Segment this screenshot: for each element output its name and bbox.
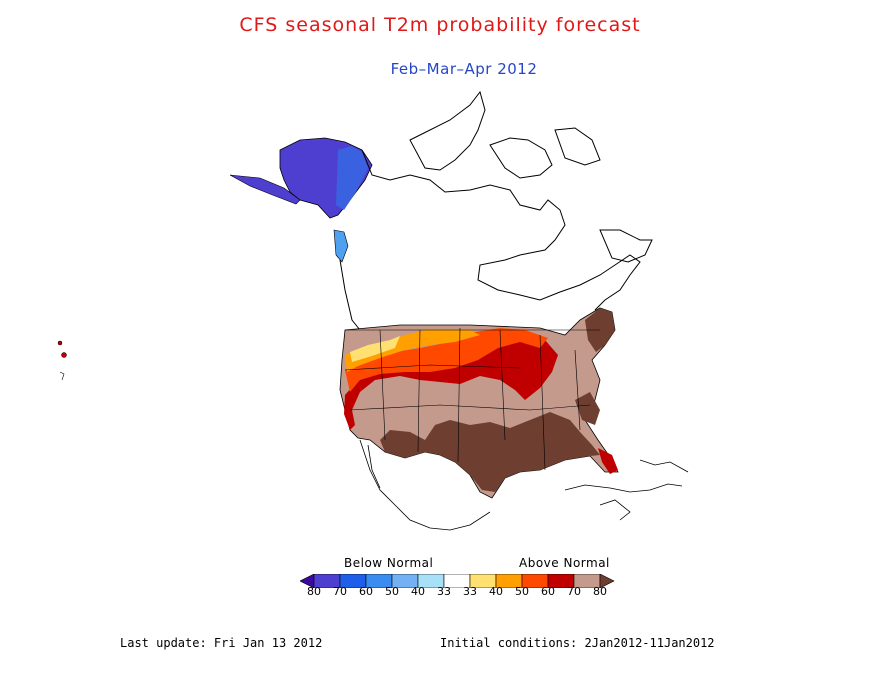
below-normal-label: Below Normal <box>344 556 434 570</box>
alaska-region <box>229 137 373 263</box>
legend-tick-label: 33 <box>463 585 477 598</box>
legend-tick-label: 80 <box>593 585 607 598</box>
legend-tick-label: 50 <box>385 585 399 598</box>
color-legend <box>300 574 615 588</box>
legend-tick-label: 40 <box>489 585 503 598</box>
legend-tick-label: 33 <box>437 585 451 598</box>
state-borders <box>344 327 600 471</box>
legend-tick-label: 70 <box>333 585 347 598</box>
legend-arrow-right <box>599 574 615 588</box>
legend-tick-label: 80 <box>307 585 321 598</box>
legend-tick-label: 50 <box>515 585 529 598</box>
hawaii-islands <box>57 340 67 381</box>
legend-tick-label: 60 <box>541 585 555 598</box>
forecast-period: Feb–Mar–Apr 2012 <box>390 60 538 78</box>
legend-tick-label: 70 <box>567 585 581 598</box>
legend-tick-label: 40 <box>411 585 425 598</box>
last-update: Last update: Fri Jan 13 2012 <box>120 636 323 650</box>
legend-tick-label: 60 <box>359 585 373 598</box>
canada-outline <box>339 90 653 331</box>
above-normal-label: Above Normal <box>519 556 610 570</box>
initial-conditions: Initial conditions: 2Jan2012-11Jan2012 <box>440 636 715 650</box>
map-title: CFS seasonal T2m probability forecast <box>239 14 641 36</box>
mexico-outline <box>359 439 689 531</box>
us-forecast <box>339 307 619 499</box>
